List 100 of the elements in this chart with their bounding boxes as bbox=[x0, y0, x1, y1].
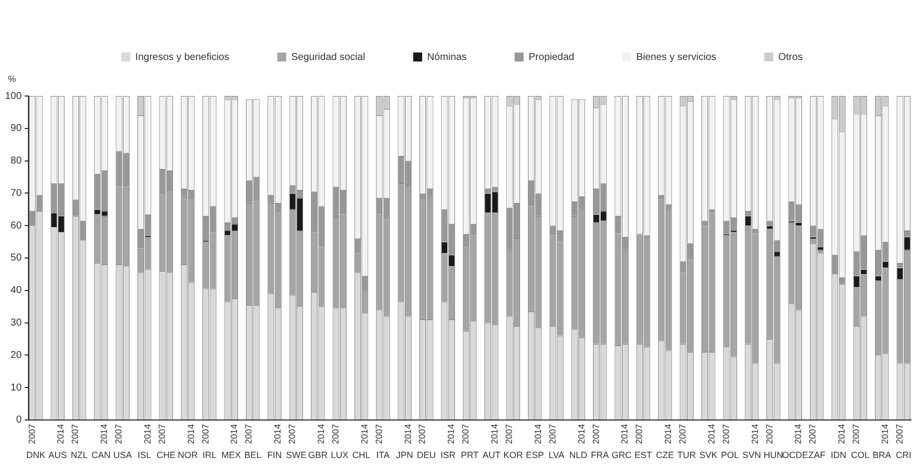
text: JPN bbox=[396, 450, 414, 460]
text: FIN bbox=[267, 450, 282, 460]
y-tick-label: 90 bbox=[10, 123, 22, 134]
text: ITA bbox=[376, 450, 390, 460]
text: BRA bbox=[872, 450, 892, 460]
legend-label: Nóminas bbox=[427, 52, 467, 63]
x-tick-label: 2007 bbox=[330, 424, 340, 444]
legend-label: Propiedad bbox=[528, 52, 574, 63]
y-tick-label: 0 bbox=[16, 414, 22, 426]
text: GRC bbox=[612, 450, 632, 460]
x-tick-label: 2014 bbox=[142, 424, 152, 444]
text: FRA bbox=[590, 450, 609, 460]
x-tick-label: 2007 bbox=[114, 424, 124, 444]
x-tick-label: 2014 bbox=[576, 424, 586, 444]
text: POL bbox=[721, 450, 740, 460]
y-tick-label: 60 bbox=[10, 220, 22, 232]
x-tick-label: 2007 bbox=[547, 424, 558, 444]
text: TUR bbox=[677, 450, 696, 460]
text: NOR bbox=[178, 450, 198, 460]
text: IRL bbox=[202, 450, 216, 460]
text: CZE bbox=[656, 450, 674, 460]
x-tick-label: 2007 bbox=[678, 424, 688, 444]
x-tick-label: 2007 bbox=[590, 424, 601, 444]
legend-label: Bienes y servicios bbox=[636, 52, 716, 63]
x-tick-label: 2007 bbox=[720, 424, 731, 444]
x-tick-label: 2014 bbox=[229, 424, 240, 444]
text: NZL bbox=[70, 450, 88, 460]
y-tick-label: 70 bbox=[10, 188, 22, 199]
text: BEL bbox=[244, 450, 262, 460]
text: IDN bbox=[830, 450, 846, 460]
legend-label: Seguridad social bbox=[291, 52, 366, 63]
x-tick-label: 2007 bbox=[200, 424, 210, 444]
text: NLD bbox=[569, 450, 588, 460]
x-tick-label: 2007 bbox=[26, 424, 37, 444]
x-tick-label: 2014 bbox=[836, 424, 847, 444]
text: COL bbox=[850, 450, 870, 460]
x-tick-label: 2014 bbox=[316, 424, 326, 444]
text: ISL bbox=[138, 450, 152, 460]
text: ESP bbox=[526, 450, 544, 460]
x-tick-label: 2014 bbox=[446, 424, 456, 444]
y-tick-label: 40 bbox=[10, 285, 22, 296]
x-tick-label: 2014 bbox=[532, 424, 543, 444]
legend-label: Ingresos y beneficios bbox=[135, 52, 230, 63]
x-tick-label: 2007 bbox=[287, 424, 298, 444]
x-tick-label: 2014 bbox=[793, 424, 804, 444]
text: AUT bbox=[482, 450, 501, 460]
text: GBR bbox=[308, 450, 328, 460]
text: LVA bbox=[548, 450, 564, 460]
text: SVK bbox=[699, 450, 718, 460]
x-tick-label: 2007 bbox=[851, 424, 862, 444]
x-tick-label: 2014 bbox=[56, 424, 66, 444]
x-tick-label: 2014 bbox=[359, 424, 370, 444]
x-tick-label: 2014 bbox=[186, 424, 196, 444]
x-tick-label: 2007 bbox=[504, 424, 514, 444]
y-tick-label: 50 bbox=[10, 252, 22, 264]
x-tick-label: 2014 bbox=[750, 424, 760, 444]
x-tick-label: 2014 bbox=[272, 424, 283, 444]
y-tick-label: 20 bbox=[10, 350, 22, 361]
x-tick-label: 2007 bbox=[808, 424, 818, 444]
text: CRI bbox=[896, 450, 912, 460]
text: CAN bbox=[91, 450, 110, 460]
x-tick-label: 2007 bbox=[764, 424, 774, 444]
y-tick-label: 80 bbox=[10, 156, 22, 167]
text: SWE bbox=[286, 450, 306, 460]
x-tick-label: 2007 bbox=[634, 424, 644, 444]
text: SVN bbox=[742, 450, 761, 460]
x-tick-label: 2007 bbox=[374, 424, 384, 444]
text: EST bbox=[634, 450, 653, 460]
y-tick-label: 10 bbox=[10, 382, 22, 394]
x-tick-label: 2007 bbox=[460, 424, 471, 444]
text: AUS bbox=[48, 450, 67, 460]
y-tick-label: 30 bbox=[10, 318, 22, 329]
x-tick-label: 2014 bbox=[620, 424, 630, 444]
text: KOR bbox=[503, 450, 524, 460]
x-tick-label: 2014 bbox=[490, 424, 500, 444]
x-tick-label: 2007 bbox=[244, 424, 254, 444]
x-tick-label: 2014 bbox=[663, 424, 674, 444]
x-tick-label: 2007 bbox=[894, 424, 904, 444]
text: USA bbox=[113, 450, 132, 460]
text: HUN bbox=[764, 450, 784, 460]
text: PRT bbox=[460, 450, 480, 460]
y-axis-title: % bbox=[8, 74, 16, 84]
text: MEX bbox=[221, 450, 241, 460]
x-tick-label: 2014 bbox=[402, 424, 413, 444]
legend-label: Otros bbox=[778, 52, 803, 63]
x-tick-label: 2007 bbox=[156, 424, 167, 444]
text: DEU bbox=[416, 450, 436, 460]
text: CHE bbox=[156, 450, 176, 460]
x-tick-label: 2014 bbox=[706, 424, 716, 444]
x-tick-label: 2014 bbox=[880, 424, 890, 444]
text: DNK bbox=[26, 450, 46, 460]
text: CHL bbox=[352, 450, 370, 460]
y-tick-label: 100 bbox=[4, 90, 22, 102]
text: ZAF bbox=[808, 450, 826, 460]
text: LUX bbox=[330, 450, 348, 460]
text: ISR bbox=[440, 450, 456, 460]
x-tick-label: 2007 bbox=[417, 424, 428, 444]
x-tick-label: 2014 bbox=[99, 424, 110, 444]
text: OCDE bbox=[782, 450, 808, 460]
x-tick-label: 2007 bbox=[70, 424, 80, 444]
